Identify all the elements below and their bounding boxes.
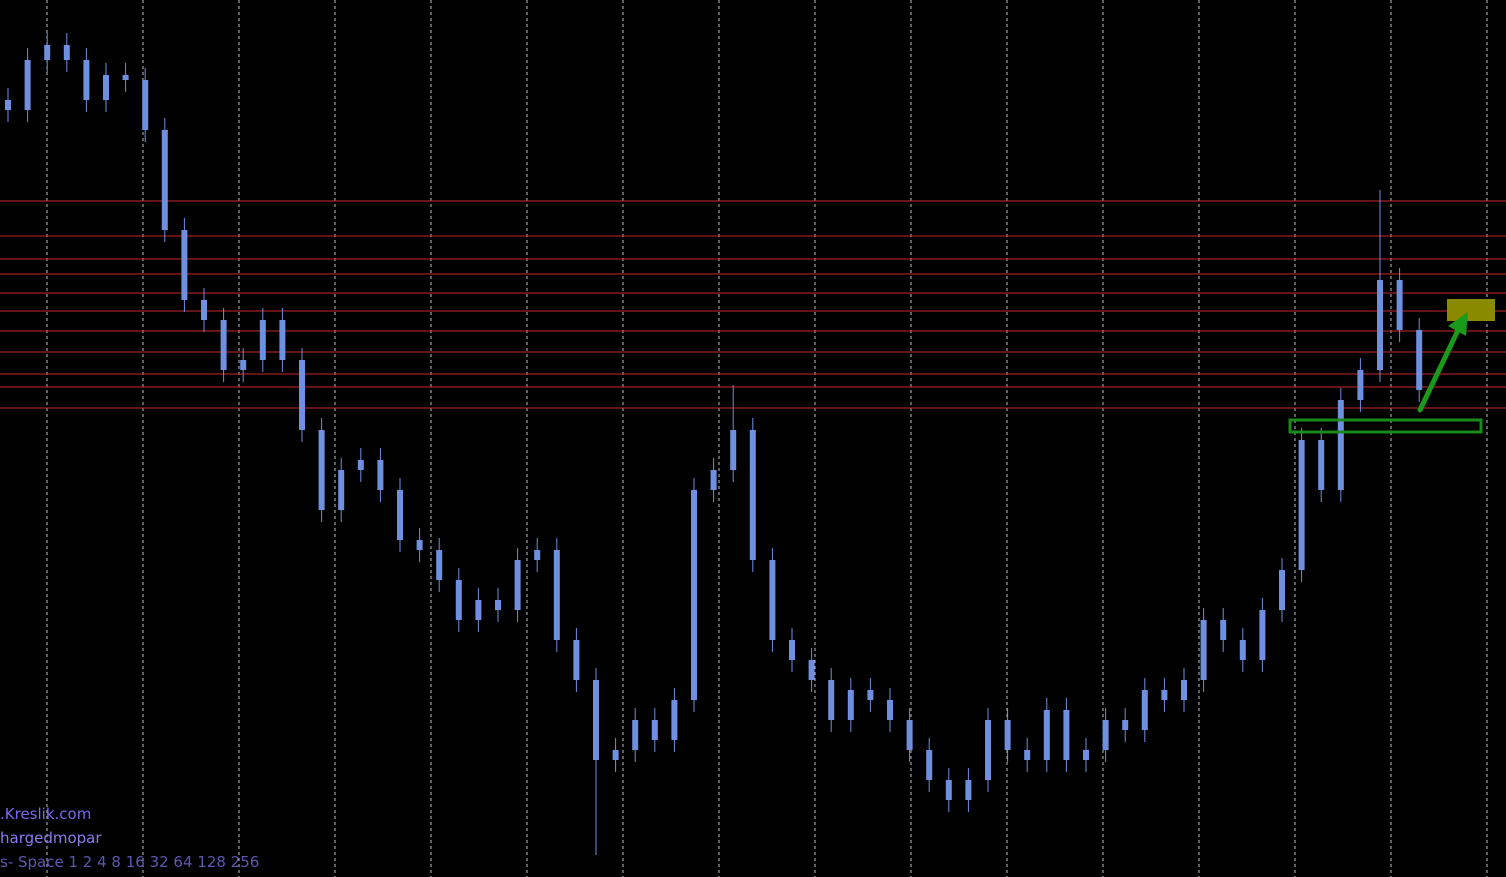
annotation: .Kreslik.com	[0, 805, 91, 823]
candle-body	[1279, 570, 1285, 610]
candle-body	[1298, 440, 1305, 570]
candle-body	[279, 320, 286, 360]
candle-body	[495, 600, 501, 610]
candle-body	[985, 720, 991, 780]
candle-body	[1220, 620, 1227, 640]
candle-body	[573, 640, 580, 680]
candle-body	[201, 300, 207, 320]
candle-body	[240, 360, 247, 370]
candle-body	[397, 490, 403, 540]
candle-body	[63, 45, 70, 60]
candle-body	[181, 230, 188, 300]
candle-body	[926, 750, 933, 780]
candle-body	[259, 320, 266, 360]
grid	[46, 0, 1488, 877]
candle-body	[83, 60, 90, 100]
candle-body	[847, 690, 854, 720]
candle-body	[1083, 750, 1089, 760]
candle-body	[1396, 280, 1403, 330]
candle-body	[769, 560, 776, 640]
candle-body	[612, 750, 619, 760]
candle-body	[1239, 640, 1246, 660]
candle-body	[1024, 750, 1031, 760]
candle-body	[318, 430, 325, 510]
candle-body	[103, 75, 109, 100]
candle-body	[730, 430, 737, 470]
support-box	[1288, 418, 1483, 434]
candle-body	[632, 720, 639, 750]
candle-body	[710, 470, 717, 490]
candle-body	[1357, 370, 1364, 400]
candle-body	[867, 690, 874, 700]
candle-body	[1259, 610, 1266, 660]
candle-body	[455, 580, 462, 620]
candle-body	[906, 720, 913, 750]
candle-body	[1416, 330, 1423, 390]
candle-body	[1377, 280, 1383, 370]
candle-body	[1200, 620, 1207, 680]
candle-body	[338, 470, 345, 510]
candle-body	[1063, 710, 1070, 760]
candle-body	[416, 540, 423, 550]
candle-body	[357, 460, 364, 470]
candle-body	[1122, 720, 1129, 730]
candle-body	[436, 550, 443, 580]
arrow-head	[1448, 312, 1468, 336]
candle-body	[945, 780, 952, 800]
target-box	[1447, 299, 1495, 321]
candle-body	[965, 780, 972, 800]
candle-body	[142, 80, 149, 130]
candle-body	[553, 550, 560, 640]
candle-body	[161, 130, 168, 230]
candles	[5, 33, 1423, 855]
candle-body	[1161, 690, 1168, 700]
candle-body	[514, 560, 521, 610]
candle-body	[828, 680, 835, 720]
candle-body	[749, 430, 756, 560]
candle-body	[1318, 440, 1325, 490]
candle-body	[691, 490, 697, 700]
candle-body	[1043, 710, 1050, 760]
candle-body	[1337, 400, 1344, 490]
candle-body	[220, 320, 227, 370]
candle-body	[122, 75, 129, 80]
levels	[0, 200, 1506, 409]
candle-body	[887, 700, 893, 720]
candle-body	[5, 100, 11, 110]
candle-body	[1141, 690, 1148, 730]
candle-body	[593, 680, 599, 760]
candle-body	[1181, 680, 1187, 700]
candle-body	[1004, 720, 1011, 750]
annotation: hargedmopar	[0, 829, 102, 847]
candle-body	[1102, 720, 1109, 750]
candle-body	[24, 60, 31, 110]
candle-body	[651, 720, 658, 740]
candle-body	[299, 360, 305, 430]
candle-body	[377, 460, 384, 490]
candle-body	[44, 45, 51, 60]
candle-body	[808, 660, 815, 680]
annotation: s- Space 1 2 4 8 16 32 64 128 256	[0, 853, 259, 871]
candle-body	[671, 700, 678, 740]
candle-body	[475, 600, 482, 620]
candle-body	[789, 640, 795, 660]
candle-body	[534, 550, 541, 560]
arrow-shaft	[1417, 323, 1463, 413]
